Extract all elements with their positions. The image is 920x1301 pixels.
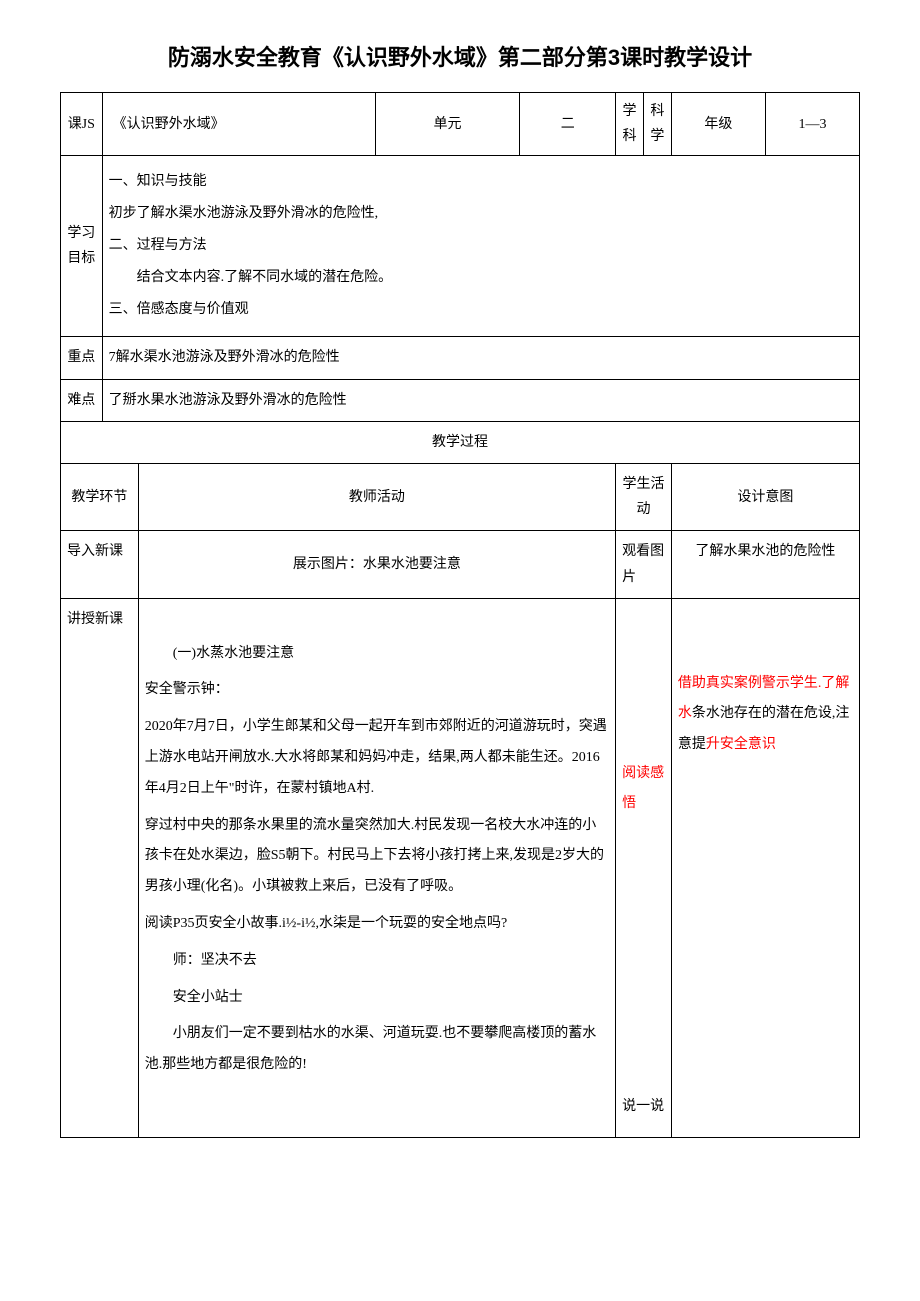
difficulty-content: 了掰水果水池游泳及野外滑冰的危险性 bbox=[102, 379, 859, 421]
intent-red3: 升安全意识 bbox=[706, 737, 776, 752]
unit-value: 二 bbox=[520, 93, 616, 156]
col-intent: 设计意图 bbox=[671, 463, 859, 530]
teach-student2: 说一说 bbox=[622, 1092, 665, 1123]
subject-label: 学科 bbox=[616, 93, 644, 156]
teach-p7: 安全小站士 bbox=[145, 983, 609, 1014]
keypoint-label: 重点 bbox=[61, 337, 103, 379]
unit-label: 单元 bbox=[375, 93, 520, 156]
teach-p5: 阅读P35页安全小故事.i½-i½,水柒是一个玩耍的安全地点吗? bbox=[145, 909, 609, 940]
course-value: 《认识野外水域》 bbox=[102, 93, 375, 156]
process-header: 教学过程 bbox=[61, 421, 860, 463]
page-title: 防溺水安全教育《认识野外水域》第二部分第3课时教学设计 bbox=[60, 40, 860, 72]
obj-line4: 结合文本内容.了解不同水域的潜在危险。 bbox=[109, 264, 853, 292]
teach-intent: 借助真实案例警示学生.了解水条水池存在的潜在危设,注意提升安全意识 bbox=[671, 598, 859, 1137]
teach-intent-text: 借助真实案例警示学生.了解水条水池存在的潜在危设,注意提升安全意识 bbox=[678, 669, 853, 761]
difficulty-row: 难点 了掰水果水池游泳及野外滑冰的危险性 bbox=[61, 379, 860, 421]
teach-student: 阅读感悟 说一说 bbox=[616, 598, 672, 1137]
grade-value: 1—3 bbox=[765, 93, 859, 156]
grade-label: 年级 bbox=[671, 93, 765, 156]
objectives-content: 一、知识与技能 初步了解水渠水池游泳及野外滑冰的危险性, 二、过程与方法 结合文… bbox=[102, 156, 859, 337]
obj-line5: 三、倍感态度与价值观 bbox=[109, 296, 853, 324]
keypoint-row: 重点 7解水渠水池游泳及野外滑冰的危险性 bbox=[61, 337, 860, 379]
header-row: 课JS 《认识野外水域》 单元 二 学科 科学 年级 1—3 bbox=[61, 93, 860, 156]
teach-p1: (一)水蒸水池要注意 bbox=[145, 639, 609, 670]
course-label: 课JS bbox=[61, 93, 103, 156]
teach-student1: 阅读感悟 bbox=[622, 759, 665, 821]
teach-p6: 师：坚决不去 bbox=[145, 946, 609, 977]
obj-line3: 二、过程与方法 bbox=[109, 232, 853, 260]
intro-teacher: 展示图片：水果水池要注意 bbox=[138, 531, 615, 598]
columns-row: 教学环节 教师活动 学生活动 设计意图 bbox=[61, 463, 860, 530]
teach-p3: 2020年7月7日，小学生郎某和父母一起开车到市郊附近的河道游玩时，突遇上游水电… bbox=[145, 712, 609, 804]
intro-row: 导入新课 展示图片：水果水池要注意 观看图片 了解水果水池的危险性 bbox=[61, 531, 860, 598]
objectives-label: 学习目标 bbox=[61, 156, 103, 337]
col-stage: 教学环节 bbox=[61, 463, 139, 530]
lesson-plan-table: 课JS 《认识野外水域》 单元 二 学科 科学 年级 1—3 学习目标 一、知识… bbox=[60, 92, 860, 1138]
intro-student: 观看图片 bbox=[616, 531, 672, 598]
obj-line1: 一、知识与技能 bbox=[109, 168, 853, 196]
difficulty-label: 难点 bbox=[61, 379, 103, 421]
objectives-row: 学习目标 一、知识与技能 初步了解水渠水池游泳及野外滑冰的危险性, 二、过程与方… bbox=[61, 156, 860, 337]
process-header-row: 教学过程 bbox=[61, 421, 860, 463]
intro-stage: 导入新课 bbox=[61, 531, 139, 598]
teach-p2: 安全警示钟： bbox=[145, 675, 609, 706]
subject-value: 科学 bbox=[643, 93, 671, 156]
teach-row: 讲授新课 (一)水蒸水池要注意 安全警示钟： 2020年7月7日，小学生郎某和父… bbox=[61, 598, 860, 1137]
obj-line2: 初步了解水渠水池游泳及野外滑冰的危险性, bbox=[109, 200, 853, 228]
keypoint-content: 7解水渠水池游泳及野外滑冰的危险性 bbox=[102, 337, 859, 379]
col-teacher: 教师活动 bbox=[138, 463, 615, 530]
intent-red1: 借助真实案例警示 bbox=[678, 676, 790, 691]
teach-p8: 小朋友们一定不要到枯水的水渠、河道玩耍.也不要攀爬高楼顶的蓄水池.那些地方都是很… bbox=[145, 1019, 609, 1081]
teach-teacher: (一)水蒸水池要注意 安全警示钟： 2020年7月7日，小学生郎某和父母一起开车… bbox=[138, 598, 615, 1137]
teach-p4: 穿过村中央的那条水果里的流水量突然加大.村民发现一名校大水冲连的小孩卡在处水渠边… bbox=[145, 811, 609, 903]
teach-stage: 讲授新课 bbox=[61, 598, 139, 1137]
intro-intent: 了解水果水池的危险性 bbox=[671, 531, 859, 598]
col-student: 学生活动 bbox=[616, 463, 672, 530]
